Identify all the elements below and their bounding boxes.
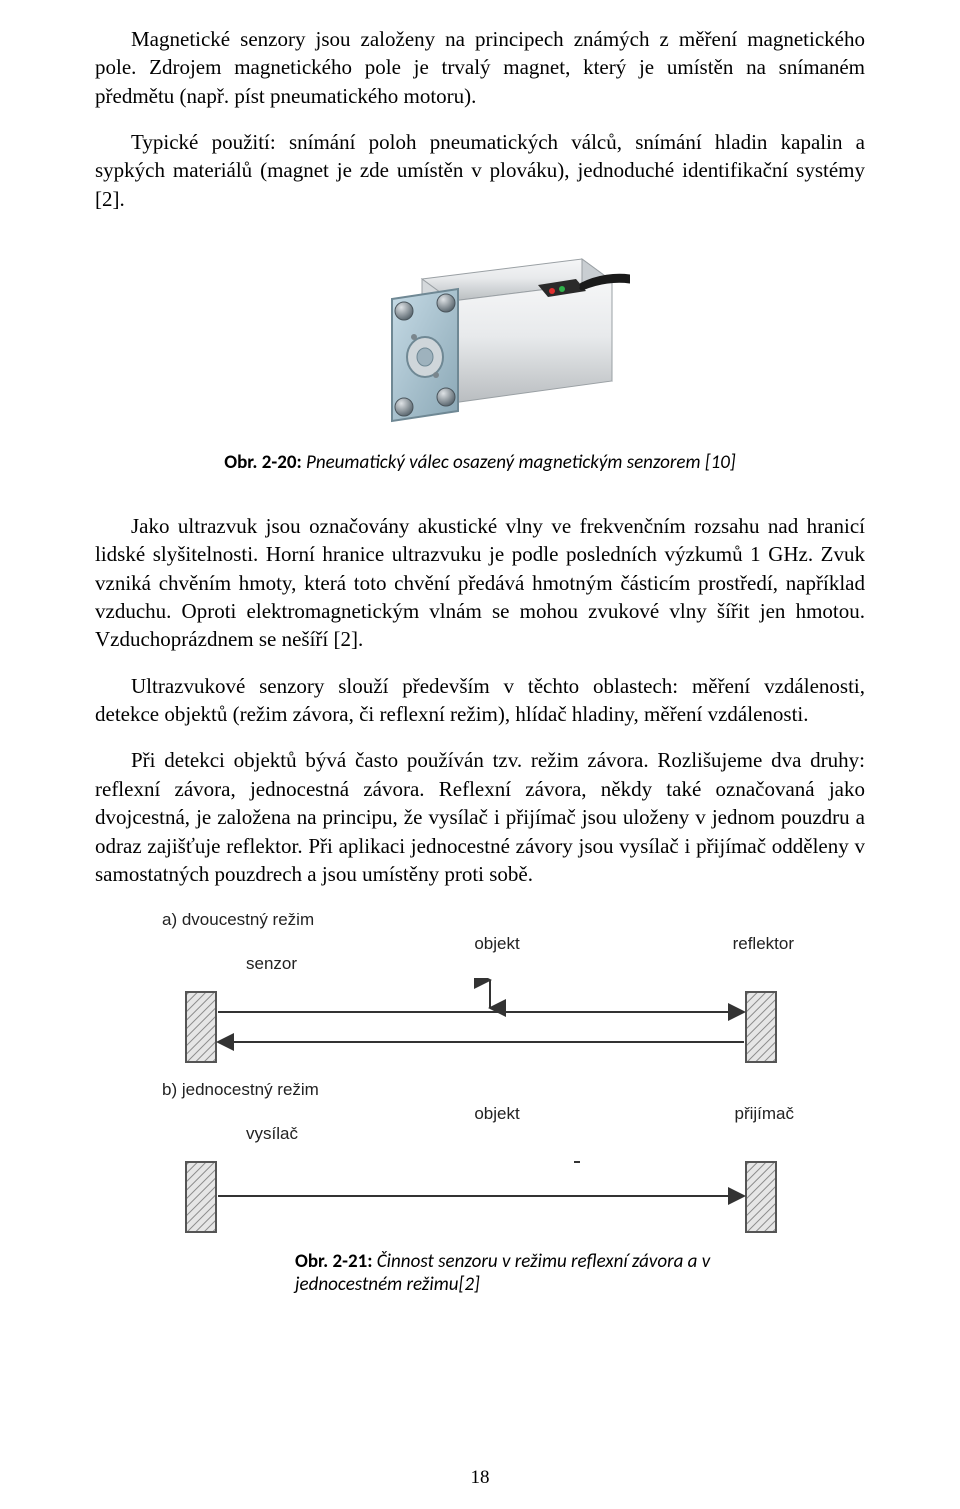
- paragraph-1: Magnetické senzory jsou založeny na prin…: [95, 25, 865, 110]
- fig2-mode-b-label: b) jednocestný režim: [162, 1080, 800, 1100]
- figure-1-caption: Obr. 2-20: Pneumatický válec osazený mag…: [95, 451, 865, 474]
- fig2-reflektor-label: reflektor: [674, 934, 800, 954]
- bolt-icon: [395, 302, 413, 320]
- fig2-b-rx-box: [746, 1162, 776, 1232]
- fig2-a-sensor-box: [186, 992, 216, 1062]
- figure-2-caption: Obr. 2-21: Činnost senzoru v režimu refl…: [295, 1250, 775, 1296]
- cylinder-bottom-side: [452, 281, 612, 403]
- fig2-objekt-label-b: objekt: [320, 1104, 674, 1124]
- paragraph-3: Jako ultrazvuk jsou označovány akustické…: [95, 512, 865, 654]
- paragraph-2: Typické použití: snímání poloh pneumatic…: [95, 128, 865, 213]
- screw-icon: [411, 334, 417, 340]
- figure-2: a) dvoucestný režim objekt reflektor sen…: [160, 910, 800, 1244]
- figure-1: [95, 241, 865, 441]
- bolt-icon: [437, 294, 455, 312]
- screw-icon: [433, 372, 439, 378]
- page: Magnetické senzory jsou založeny na prin…: [0, 0, 960, 1509]
- page-number: 18: [0, 1467, 960, 1489]
- bolt-icon: [395, 398, 413, 416]
- bolt-icon: [437, 388, 455, 406]
- fig2-b-tx-box: [186, 1162, 216, 1232]
- fig2-vysilac-label: vysílač: [246, 1124, 800, 1144]
- figure-1-svg: [330, 241, 630, 441]
- fig2-row-a-svg: [160, 978, 800, 1074]
- figure-2-caption-prefix: Obr. 2-21:: [295, 1250, 372, 1273]
- center-bore-inner: [417, 348, 433, 366]
- fig2-prijimac-label: přijímač: [674, 1104, 800, 1124]
- figure-1-caption-text: Pneumatický válec osazený magnetickým se…: [302, 451, 736, 474]
- figure-1-caption-prefix: Obr. 2-20:: [224, 451, 301, 474]
- sensor-led-green-icon: [559, 286, 565, 292]
- fig2-a-reflector-box: [746, 992, 776, 1062]
- fig2-objekt-label-a: objekt: [320, 934, 674, 954]
- paragraph-4: Ultrazvukové senzory slouží především v …: [95, 672, 865, 729]
- sensor-led-red-icon: [549, 288, 555, 294]
- fig2-mode-a-label: a) dvoucestný režim: [162, 910, 800, 930]
- fig2-senzor-label: senzor: [246, 954, 800, 974]
- fig2-row-b-svg: [160, 1148, 800, 1244]
- paragraph-5: Při detekci objektů bývá často používán …: [95, 746, 865, 888]
